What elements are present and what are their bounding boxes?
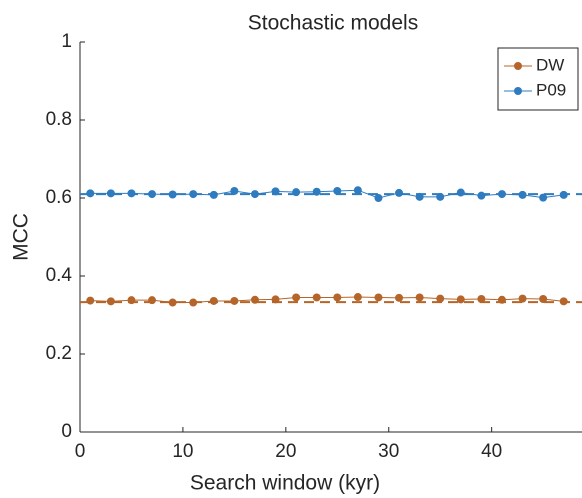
data-point bbox=[559, 297, 568, 306]
data-point bbox=[456, 295, 465, 304]
legend-marker bbox=[514, 87, 522, 95]
x-tick-label: 0 bbox=[75, 441, 86, 462]
data-point bbox=[292, 293, 301, 302]
data-point bbox=[456, 188, 465, 197]
data-point bbox=[477, 191, 486, 200]
y-tick-label: 0.6 bbox=[46, 187, 72, 208]
x-tick-label: 30 bbox=[378, 441, 399, 462]
data-point bbox=[374, 293, 383, 302]
data-point bbox=[497, 295, 506, 304]
data-point bbox=[230, 186, 239, 195]
data-point bbox=[148, 296, 157, 305]
data-point bbox=[333, 293, 342, 302]
y-tick-label: 1 bbox=[61, 31, 72, 52]
data-point bbox=[86, 189, 95, 198]
data-point bbox=[168, 298, 177, 307]
chart-title: Stochastic models bbox=[248, 12, 418, 35]
x-tick-label: 40 bbox=[481, 441, 502, 462]
data-point bbox=[539, 193, 548, 202]
data-point bbox=[86, 296, 95, 305]
data-point bbox=[374, 194, 383, 202]
data-point bbox=[168, 190, 177, 199]
y-tick-label: 0.4 bbox=[46, 265, 73, 286]
data-point bbox=[250, 295, 259, 304]
plot-area bbox=[80, 186, 582, 307]
data-point bbox=[312, 187, 321, 196]
data-point bbox=[333, 186, 342, 195]
data-point bbox=[250, 190, 259, 199]
legend-marker bbox=[514, 62, 522, 70]
data-point bbox=[271, 187, 280, 196]
y-axis-label: MCC bbox=[10, 213, 33, 261]
data-point bbox=[271, 295, 280, 304]
x-axis-label: Search window (kyr) bbox=[190, 472, 380, 495]
y-tick-label: 0 bbox=[61, 421, 72, 442]
data-point bbox=[292, 188, 301, 197]
x-tick-label: 10 bbox=[172, 441, 193, 462]
data-point bbox=[230, 296, 239, 305]
x-tick-label: 20 bbox=[275, 441, 296, 462]
data-point bbox=[518, 190, 527, 199]
data-point bbox=[312, 293, 321, 302]
data-point bbox=[436, 192, 445, 201]
data-point bbox=[148, 190, 157, 199]
data-point bbox=[436, 294, 445, 303]
data-point bbox=[477, 295, 486, 304]
data-point bbox=[395, 188, 404, 197]
data-point bbox=[518, 294, 527, 303]
data-point bbox=[415, 192, 424, 201]
y-tick-label: 0.2 bbox=[46, 343, 72, 364]
data-point bbox=[539, 295, 548, 304]
data-point bbox=[189, 190, 198, 199]
data-point bbox=[106, 297, 115, 306]
data-point bbox=[497, 190, 506, 199]
data-point bbox=[353, 186, 362, 195]
data-point bbox=[209, 190, 218, 199]
y-tick-label: 0.8 bbox=[46, 109, 72, 130]
legend-box bbox=[497, 47, 579, 111]
data-point bbox=[106, 189, 115, 198]
data-point bbox=[127, 189, 136, 198]
legend-label: DW bbox=[536, 55, 564, 74]
data-point bbox=[415, 293, 424, 302]
data-point bbox=[189, 298, 198, 307]
data-point bbox=[209, 296, 218, 305]
data-point bbox=[353, 293, 362, 302]
data-point bbox=[395, 293, 404, 302]
data-point bbox=[127, 296, 136, 305]
data-point bbox=[559, 190, 568, 199]
legend-label: P09 bbox=[536, 80, 566, 99]
